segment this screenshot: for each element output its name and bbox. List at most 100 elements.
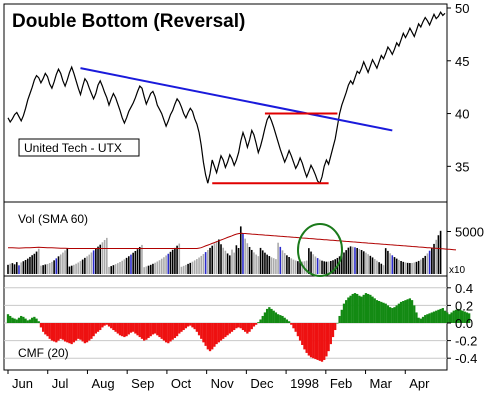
cmf-bar [399, 301, 403, 323]
cmf-bar [226, 323, 229, 336]
cmf-bar [222, 323, 225, 339]
cmf-bar [336, 323, 339, 324]
cmf-bar [450, 312, 453, 323]
cmf-bar [274, 312, 278, 323]
cmf-bar [191, 323, 194, 328]
cmf-bar [169, 323, 172, 342]
cmf-bar [413, 305, 416, 323]
cmf-bar [388, 307, 392, 323]
cmf-bar [63, 323, 67, 342]
cmf-bar [33, 316, 36, 323]
cmf-bar [24, 318, 27, 323]
cmf-bar [143, 323, 146, 341]
price-tick-label: 45 [455, 54, 469, 69]
cmf-bar [375, 300, 379, 323]
cmf-bar [439, 308, 442, 323]
cmf-bar [279, 315, 282, 323]
cmf-bar [430, 312, 433, 323]
cmf-bar [200, 323, 203, 339]
cmf-tick-label: 0.4 [455, 281, 473, 296]
cmf-bar [380, 301, 383, 323]
cmf-bar [454, 309, 458, 323]
cmf-bar [162, 323, 166, 341]
cmf-bar [61, 323, 65, 340]
cmf-bar [377, 301, 381, 323]
cmf-bar [129, 323, 133, 333]
cmf-bar [112, 323, 115, 331]
cmf-bar [393, 307, 396, 323]
cmf-bar [20, 315, 23, 323]
cmf-bar [382, 302, 385, 323]
cmf-bar [230, 323, 234, 332]
cmf-bar [358, 295, 361, 323]
cmf-bar [132, 323, 135, 332]
x-tick-label: Oct [171, 376, 192, 391]
cmf-bar [424, 315, 427, 323]
cmf-bar [323, 323, 326, 360]
cmf-bar [386, 305, 390, 323]
cmf-tick-label: -0.2 [455, 334, 477, 349]
cmf-bar [99, 323, 102, 331]
cmf-bar [206, 323, 209, 350]
cmf-bar [272, 310, 275, 323]
x-tick-label: Apr [409, 376, 430, 391]
cmf-bar [48, 323, 51, 339]
cmf-bar [26, 320, 29, 323]
cmf-bar [334, 323, 337, 331]
cmf-bar [224, 323, 227, 338]
cmf-bar [103, 323, 106, 326]
cmf-bar [213, 323, 216, 347]
cmf-bar [211, 323, 214, 350]
cmf-bar [270, 308, 273, 323]
cmf-bar [345, 300, 348, 323]
cmf-bar [233, 323, 236, 331]
cmf-bar [79, 323, 82, 340]
cmf-bar [136, 323, 139, 336]
cmf-bar [283, 317, 286, 323]
cmf-bar [421, 316, 425, 323]
cmf-bar [6, 314, 10, 323]
cmf-bar [257, 322, 260, 323]
cmf-bar [364, 293, 368, 323]
cmf-bar [83, 323, 87, 344]
cmf-bar [307, 323, 310, 356]
cmf-bar [356, 293, 359, 323]
cmf-bar [320, 323, 324, 362]
cmf-bar [31, 317, 34, 323]
cmf-bar [116, 323, 119, 334]
stock-label: United Tech - UTX [24, 141, 122, 155]
cmf-bar [331, 323, 335, 338]
cmf-bar [410, 300, 414, 323]
chart-title: Double Bottom (Reversal) [12, 11, 245, 32]
cmf-bar [134, 323, 137, 334]
cmf-bar [195, 323, 199, 332]
cmf-bar [173, 323, 177, 338]
cmf-bar [285, 319, 289, 323]
cmf-bar [204, 323, 207, 346]
cmf-bar [70, 323, 73, 345]
cmf-bar [235, 323, 238, 329]
cmf-bar [465, 312, 469, 323]
cmf-bar [441, 308, 444, 323]
cmf-bar [178, 323, 181, 334]
cmf-bar [39, 323, 43, 328]
cmf-bar [151, 323, 155, 335]
cmf-bar [415, 312, 418, 323]
cmf-bar [74, 323, 78, 341]
cmf-bar [81, 323, 84, 342]
cmf-bar [189, 323, 192, 326]
cmf-bar [408, 298, 412, 323]
cmf-bar [41, 323, 45, 332]
cmf-bar [265, 308, 269, 323]
cmf-bar [305, 323, 308, 353]
cmf-bar [461, 310, 464, 323]
cmf-bar [9, 315, 12, 323]
cmf-bar [244, 323, 247, 332]
cmf-bar [263, 312, 267, 323]
cmf-bar [85, 323, 89, 343]
volume-multiplier-label: x10 [449, 265, 466, 276]
cmf-bar [156, 323, 159, 336]
cmf-bar [184, 323, 188, 329]
cmf-bar [259, 319, 262, 323]
cmf-bar [312, 323, 315, 359]
